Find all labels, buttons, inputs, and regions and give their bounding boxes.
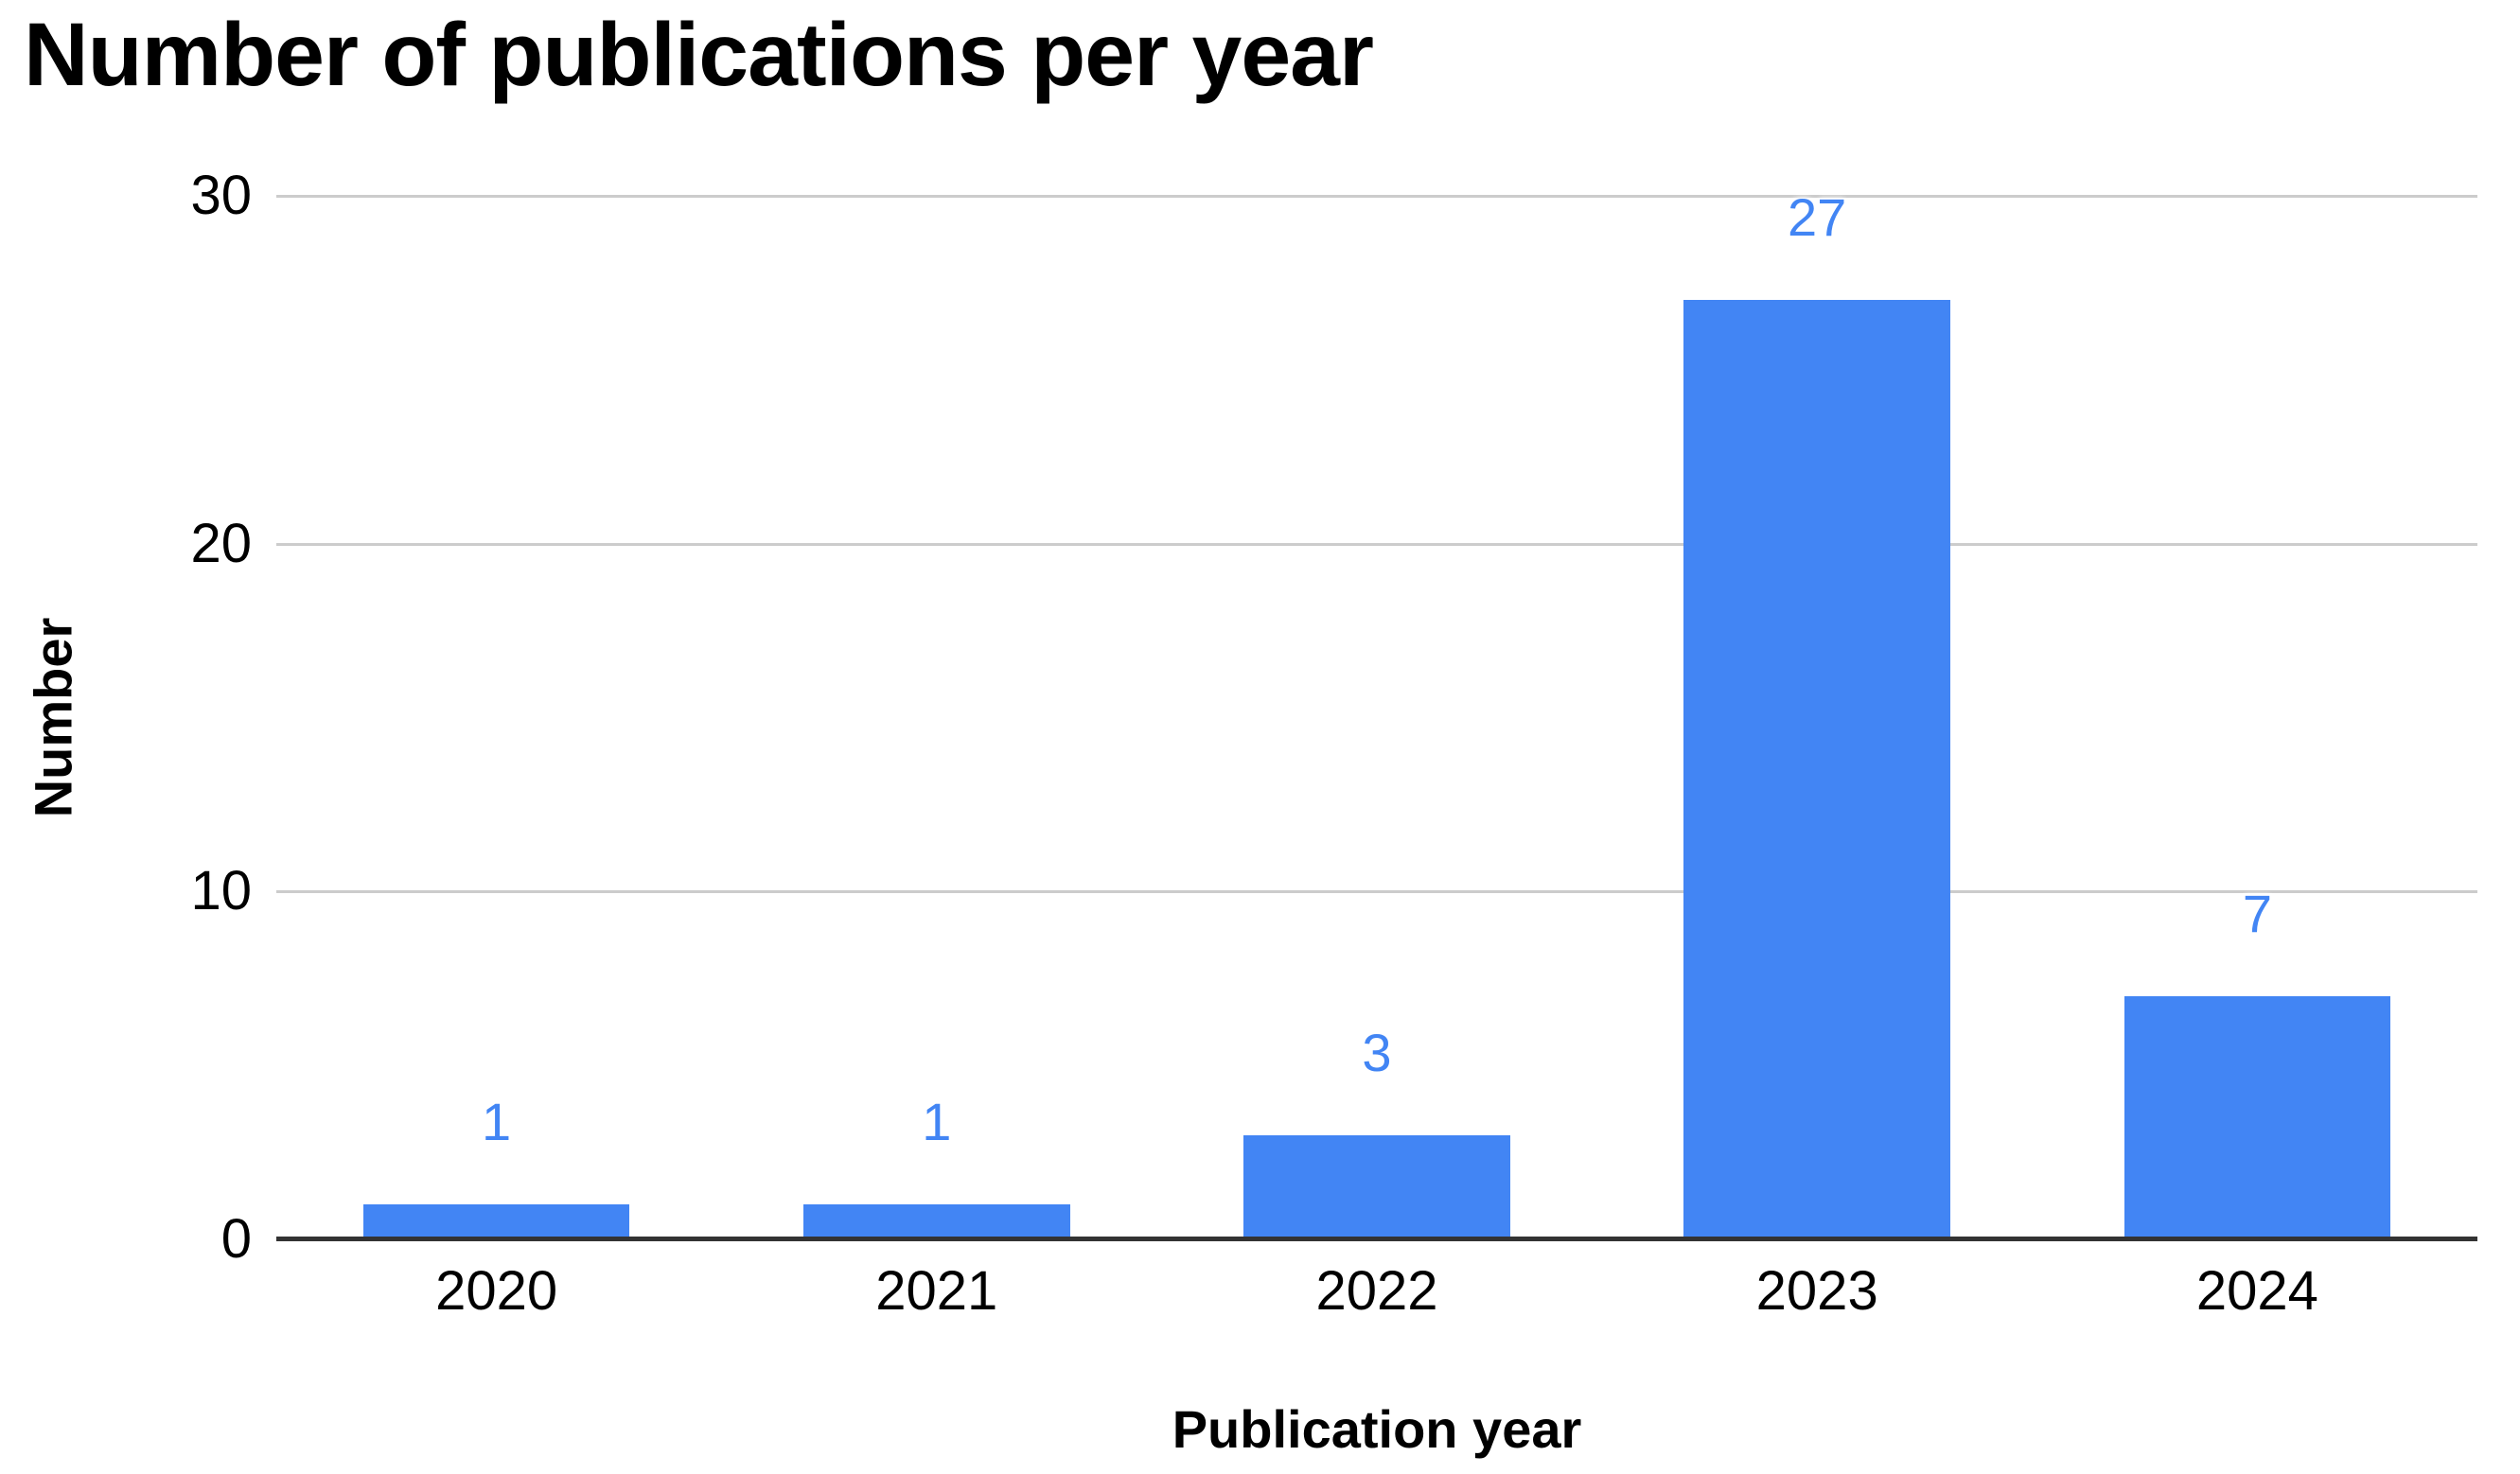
x-axis-tick-label: 2021 [875, 1260, 998, 1322]
bar-2021 [803, 1204, 1070, 1239]
x-axis-tick-label: 2024 [2195, 1260, 2318, 1322]
x-axis-tick-label: 2023 [1755, 1260, 1878, 1322]
y-axis-tick-label: 20 [190, 512, 252, 574]
gridline [276, 890, 2477, 894]
bar-value-label: 1 [922, 1092, 952, 1152]
plot-area: 0 10 20 30 1 2020 1 2021 3 2022 27 2023 7 2024 [190, 168, 2477, 1319]
x-axis-line [276, 1237, 2477, 1241]
y-axis-tick-label: 30 [190, 165, 252, 226]
y-axis-title-container: Number [0, 196, 106, 1239]
y-axis-tick-label: 0 [220, 1208, 252, 1270]
bar-value-label: 7 [2242, 883, 2272, 943]
bar-value-label: 27 [1788, 187, 1847, 248]
y-axis-title: Number [23, 617, 83, 818]
bar-value-label: 3 [1362, 1022, 1392, 1082]
x-axis-tick-label: 2020 [435, 1260, 558, 1322]
bar-2023 [1683, 300, 1950, 1239]
gridline [276, 542, 2477, 546]
y-axis-tick-label: 10 [190, 860, 252, 922]
chart-title: Number of publications per year [24, 5, 1374, 105]
x-axis-tick-label: 2022 [1315, 1260, 1438, 1322]
bar-2020 [362, 1204, 630, 1239]
bar-2022 [1243, 1134, 1510, 1239]
bar-2024 [2123, 995, 2391, 1239]
x-axis-title: Publication year [1172, 1399, 1582, 1459]
bar-value-label: 1 [482, 1092, 512, 1152]
gridline [276, 195, 2477, 198]
